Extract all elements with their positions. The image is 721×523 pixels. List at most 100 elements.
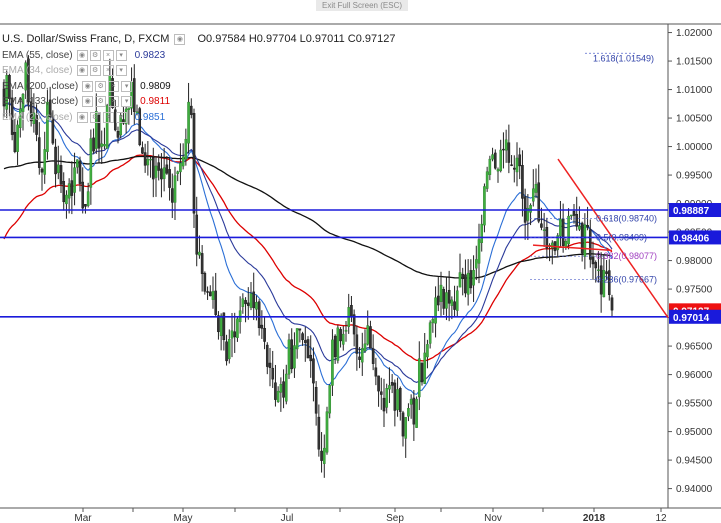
bear-candle (2, 88, 6, 107)
bear-candle (453, 301, 456, 310)
price-label-box (669, 309, 721, 324)
close-icon[interactable]: × (102, 49, 114, 61)
bull-candle (198, 251, 201, 256)
bear-candle (138, 108, 142, 146)
settings-icon[interactable]: ⚙ (89, 65, 101, 77)
bull-candle (86, 191, 90, 206)
bear-candle (317, 416, 321, 450)
bull-candle (550, 242, 554, 249)
bear-candle (510, 164, 513, 166)
settings-icon[interactable]: ⚙ (95, 96, 107, 108)
bear-candle (605, 271, 608, 274)
bear-candle (214, 290, 218, 315)
bear-candle (203, 272, 207, 292)
bear-candle (208, 291, 212, 297)
fib-label: 0.5(0.98409) (596, 232, 647, 242)
eye-icon[interactable]: ◉ (82, 96, 94, 108)
settings-icon[interactable]: ⚙ (89, 111, 101, 123)
bull-candle (483, 186, 486, 226)
bull-candle (542, 229, 546, 231)
price-label-text: 0.98887 (673, 206, 710, 217)
more-icon[interactable]: ▾ (115, 111, 127, 123)
bull-candle (602, 270, 606, 298)
bull-candle (219, 315, 223, 337)
bull-candle (434, 297, 437, 324)
x-tick-label: Sep (386, 513, 404, 523)
bull-candle (485, 171, 489, 189)
eye-icon[interactable]: ◉ (76, 65, 88, 77)
bear-candle (263, 327, 266, 342)
bull-candle (5, 75, 9, 110)
bull-candle (488, 158, 492, 175)
bear-candle (157, 162, 161, 171)
bear-candle (420, 362, 424, 383)
legend-value: 0.9851 (134, 111, 166, 123)
y-tick-label: 0.96500 (676, 342, 713, 353)
bear-candle (70, 180, 74, 196)
bull-candle (569, 214, 573, 217)
eye-icon[interactable]: ◉ (76, 111, 88, 123)
bull-candle (119, 115, 123, 136)
eye-icon[interactable]: ◉ (174, 34, 186, 46)
bull-candle (32, 112, 36, 124)
bull-candle (526, 207, 530, 221)
legend-row-ema55[interactable]: EMA (55, close) ◉ ⚙ × ▾ 0.9823 (2, 48, 396, 64)
more-icon[interactable]: ▾ (115, 65, 127, 77)
bear-candle (447, 289, 451, 304)
bull-candle (336, 327, 340, 361)
bear-candle (260, 324, 264, 329)
bull-candle (279, 384, 283, 393)
bear-candle (507, 142, 511, 163)
bear-candle (246, 302, 250, 306)
bear-candle (290, 339, 294, 370)
close-icon[interactable]: × (108, 80, 120, 92)
bull-candle (293, 345, 296, 369)
more-icon[interactable]: ▾ (121, 80, 133, 92)
close-value: C0.97127 (347, 33, 396, 46)
bull-candle (341, 333, 345, 345)
eye-icon[interactable]: ◉ (76, 49, 88, 61)
settings-icon[interactable]: ⚙ (95, 80, 107, 92)
price-label-box (669, 230, 721, 245)
bear-candle (78, 160, 82, 184)
bear-candle (225, 341, 228, 362)
settings-icon[interactable]: ⚙ (89, 49, 101, 61)
bull-candle (162, 167, 166, 179)
bear-candle (436, 295, 440, 306)
y-tick-label: 0.98000 (676, 256, 713, 267)
bull-candle (179, 162, 182, 173)
legend-row-ema34[interactable]: EMA (34, close) ◉ ⚙ × ▾ (2, 63, 396, 79)
bear-candle (268, 362, 272, 368)
bull-candle (404, 417, 408, 439)
bull-candle (146, 158, 150, 166)
bull-candle (184, 138, 188, 160)
bull-candle (578, 225, 581, 230)
eye-icon[interactable]: ◉ (82, 80, 94, 92)
exit-fullscreen-button[interactable]: Exit Full Screen (ESC) (316, 0, 408, 11)
close-icon[interactable]: × (102, 65, 114, 77)
bear-candle (412, 397, 416, 425)
legend-row-ema200[interactable]: EMA (200, close) ◉ ⚙ × ▾ 0.9809 (2, 79, 396, 95)
legend-row-ema133[interactable]: EMA (133, close) ◉ ⚙ × ▾ 0.9811 (2, 94, 396, 110)
bull-candle (583, 224, 587, 257)
more-icon[interactable]: ▾ (115, 49, 127, 61)
y-tick-label: 1.00500 (676, 114, 713, 125)
y-tick-label: 0.95500 (676, 399, 713, 410)
bear-candle (493, 152, 497, 169)
bear-candle (379, 391, 383, 395)
close-icon[interactable]: × (108, 96, 120, 108)
close-icon[interactable]: × (102, 111, 114, 123)
price-label-text: 0.98406 (673, 233, 710, 244)
bear-candle (122, 119, 125, 124)
fib-label: 0.382(0.98077) (596, 251, 657, 261)
bear-candle (170, 188, 174, 203)
bull-candle (100, 143, 104, 147)
bull-candle (322, 447, 326, 464)
legend-row-ema20[interactable]: EMA (20, close) ◉ ⚙ × ▾ 0.9851 (2, 110, 396, 126)
more-icon[interactable]: ▾ (121, 96, 133, 108)
legend-label: EMA (200, close) (2, 80, 79, 92)
legend-value: 0.9823 (134, 49, 166, 61)
bull-candle (65, 194, 68, 205)
